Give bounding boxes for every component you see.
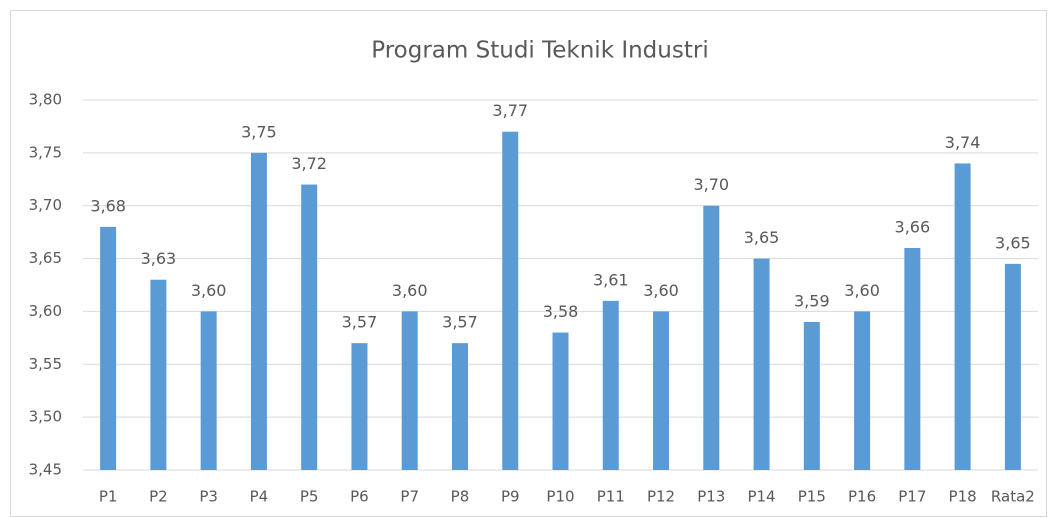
y-tick-label: 3,75 <box>29 143 62 161</box>
value-label: 3,70 <box>693 175 729 194</box>
value-label: 3,57 <box>442 313 478 332</box>
value-label: 3,65 <box>995 233 1031 252</box>
x-tick-label: P3 <box>199 488 218 506</box>
x-tick-label: Rata2 <box>991 488 1035 506</box>
bar <box>703 205 720 470</box>
x-tick-label: P8 <box>451 488 470 506</box>
bar <box>904 248 921 470</box>
x-tick-label: P9 <box>501 488 520 506</box>
bar <box>502 131 519 470</box>
chart-title: Program Studi Teknik Industri <box>371 38 708 64</box>
value-label: 3,66 <box>895 218 931 237</box>
bar <box>854 311 871 470</box>
bar <box>250 152 267 470</box>
x-tick-label: P14 <box>747 488 775 506</box>
x-tick-label: P13 <box>697 488 725 506</box>
x-tick-label: P18 <box>949 488 977 506</box>
x-tick-label: P5 <box>300 488 319 506</box>
value-label: 3,60 <box>844 281 880 300</box>
bar <box>351 343 368 470</box>
x-tick-label: P2 <box>149 488 168 506</box>
bar <box>954 163 971 470</box>
x-tick-label: P7 <box>400 488 419 506</box>
value-label: 3,60 <box>191 281 227 300</box>
bar <box>150 279 167 470</box>
value-label: 3,77 <box>492 101 528 120</box>
y-tick-label: 3,65 <box>29 249 62 267</box>
value-label: 3,63 <box>141 249 177 268</box>
y-tick-label: 3,55 <box>29 355 62 373</box>
bar <box>200 311 217 470</box>
x-tick-label: P4 <box>250 488 269 506</box>
value-label: 3,60 <box>643 281 679 300</box>
x-tick-label: P17 <box>898 488 926 506</box>
y-tick-label: 3,60 <box>29 302 62 320</box>
bar <box>602 300 619 470</box>
value-label: 3,68 <box>90 196 126 215</box>
value-label: 3,75 <box>241 122 277 141</box>
x-tick-label: P6 <box>350 488 369 506</box>
bar <box>1004 263 1021 470</box>
value-label: 3,61 <box>593 270 629 289</box>
x-tick-label: P11 <box>597 488 625 506</box>
bar <box>301 184 318 471</box>
bar <box>753 258 770 470</box>
bar <box>653 311 670 470</box>
value-label: 3,60 <box>392 281 428 300</box>
value-label: 3,59 <box>794 292 830 311</box>
x-tick-label: P10 <box>546 488 574 506</box>
y-tick-label: 3,45 <box>29 461 62 479</box>
value-label: 3,74 <box>945 133 981 152</box>
x-tick-label: P12 <box>647 488 675 506</box>
x-tick-label: P1 <box>99 488 118 506</box>
value-label: 3,57 <box>342 313 378 332</box>
chart-border <box>10 10 1047 517</box>
y-tick-label: 3,80 <box>29 91 62 109</box>
y-tick-label: 3,50 <box>29 408 62 426</box>
bar <box>100 226 117 470</box>
x-tick-label: P15 <box>798 488 826 506</box>
x-tick-label: P16 <box>848 488 876 506</box>
value-label: 3,72 <box>291 154 327 173</box>
bar <box>401 311 418 470</box>
y-tick-label: 3,70 <box>29 196 62 214</box>
value-label: 3,65 <box>744 228 780 247</box>
value-label: 3,58 <box>543 302 579 321</box>
bar <box>552 332 569 470</box>
bar <box>803 322 820 470</box>
bar <box>451 343 468 470</box>
